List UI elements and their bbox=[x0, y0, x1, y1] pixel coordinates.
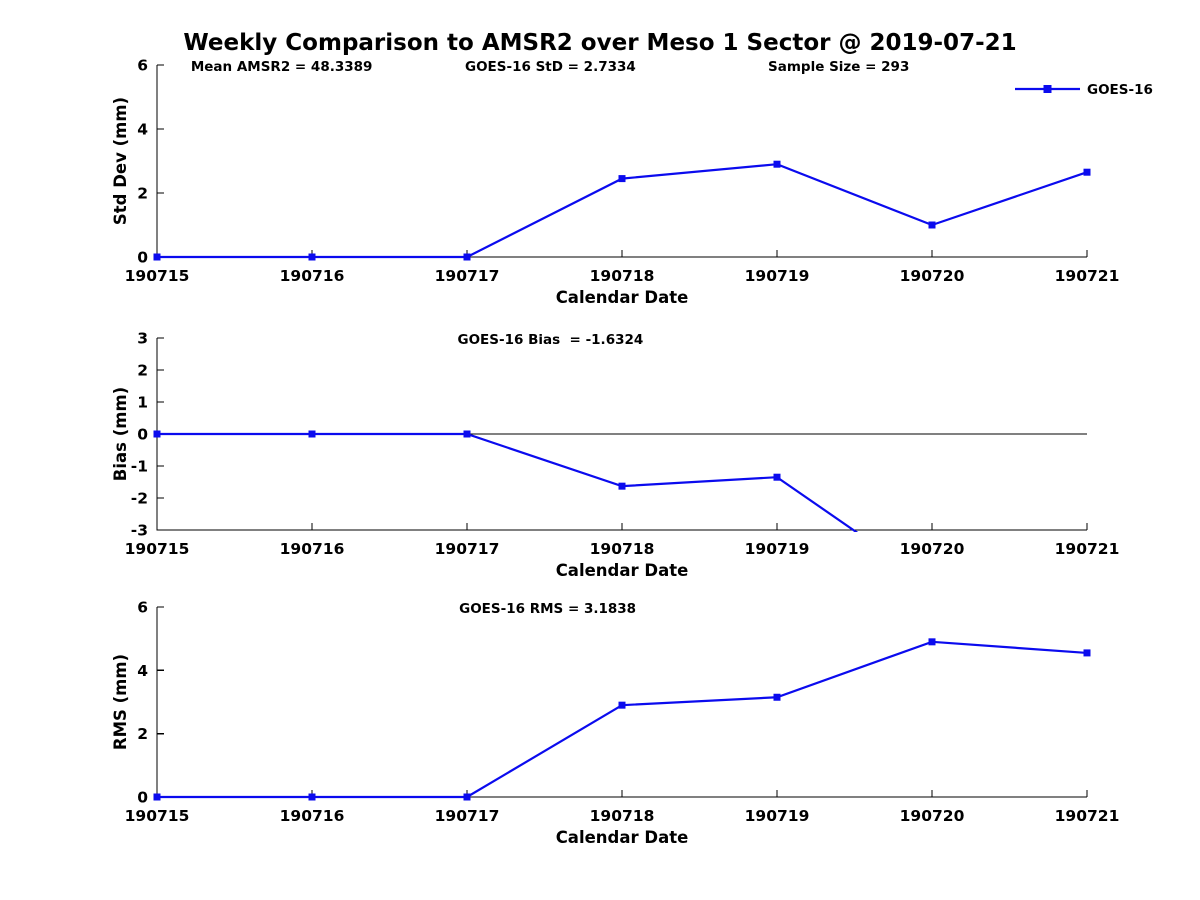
std-dev-annotation: Sample Size = 293 bbox=[768, 59, 909, 75]
std-dev-annotation: Mean AMSR2 = 48.3389 bbox=[191, 59, 373, 75]
bias-y-tick-label: 0 bbox=[137, 426, 148, 444]
rms-data-marker bbox=[308, 793, 316, 801]
bias-y-tick-label: 2 bbox=[137, 362, 148, 380]
rms-data-marker bbox=[1083, 649, 1091, 657]
std-dev-x-tick-label: 190720 bbox=[900, 267, 965, 285]
rms-data-marker bbox=[773, 693, 781, 701]
bias-x-axis-label: Calendar Date bbox=[556, 561, 689, 580]
bias-annotation: GOES-16 Bias = -1.6324 bbox=[458, 332, 644, 348]
std-dev-data-marker bbox=[308, 253, 316, 261]
rms-x-tick-label: 190718 bbox=[590, 807, 655, 825]
rms-y-tick-label: 2 bbox=[137, 725, 148, 743]
bias-y-axis-label: Bias (mm) bbox=[111, 387, 130, 481]
subplot-rms: 0 2 4 6 190715 190716 190717 190718 190719 190720… bbox=[111, 599, 1119, 848]
std-dev-y-tick-label: 2 bbox=[137, 185, 148, 203]
bias-x-tick-label: 190721 bbox=[1055, 540, 1120, 558]
subplot-std-dev: 0 2 4 6 190715 190716 190717 190718 190719 190720… bbox=[111, 57, 1153, 308]
std-dev-y-tick-label: 6 bbox=[137, 57, 148, 75]
bias-y-tick-label: 1 bbox=[137, 394, 148, 412]
rms-x-axis-label: Calendar Date bbox=[556, 828, 689, 847]
std-dev-y-tick-label: 4 bbox=[137, 121, 148, 139]
bias-x-tick-label: 190719 bbox=[745, 540, 810, 558]
rms-data-marker bbox=[618, 701, 626, 709]
rms-data-line-group bbox=[157, 640, 1088, 799]
std-dev-x-tick-label: 190717 bbox=[435, 267, 500, 285]
rms-data-marker bbox=[153, 793, 161, 801]
std-dev-axis bbox=[156, 65, 1087, 258]
bias-y-tick-label: -1 bbox=[131, 458, 148, 476]
rms-data-marker bbox=[463, 793, 471, 801]
bias-data-marker bbox=[773, 473, 781, 481]
std-dev-data-marker bbox=[928, 221, 936, 229]
rms-y-axis-label: RMS (mm) bbox=[111, 654, 130, 750]
rms-data-line bbox=[157, 640, 1088, 799]
bias-y-tick-label: -3 bbox=[131, 522, 148, 540]
std-dev-data-marker bbox=[773, 160, 781, 168]
rms-y-tick-label: 6 bbox=[137, 599, 148, 617]
bias-data-marker bbox=[463, 430, 471, 438]
bias-x-tick-label: 190715 bbox=[125, 540, 190, 558]
rms-data-marker bbox=[928, 638, 936, 646]
rms-y-tick-label: 0 bbox=[137, 789, 148, 807]
rms-x-tick-label: 190720 bbox=[900, 807, 965, 825]
std-dev-data-marker bbox=[618, 175, 626, 183]
bias-x-tick-label: 190717 bbox=[435, 540, 500, 558]
rms-y-tick-label: 4 bbox=[137, 662, 148, 680]
bias-x-tick-label: 190720 bbox=[900, 540, 965, 558]
std-dev-annotation: GOES-16 StD = 2.7334 bbox=[465, 59, 636, 75]
std-dev-data-marker bbox=[463, 253, 471, 261]
bias-x-tick-label: 190718 bbox=[590, 540, 655, 558]
std-dev-x-tick-label: 190716 bbox=[280, 267, 345, 285]
rms-x-tick-label: 190715 bbox=[125, 807, 190, 825]
std-dev-x-axis-label: Calendar Date bbox=[556, 288, 689, 307]
std-dev-y-tick-label: 0 bbox=[137, 249, 148, 267]
std-dev-data-marker bbox=[1083, 168, 1091, 176]
std-dev-x-tick-label: 190718 bbox=[590, 267, 655, 285]
std-dev-x-tick-label: 190715 bbox=[125, 267, 190, 285]
legend-label: GOES-16 bbox=[1087, 82, 1153, 98]
std-dev-y-axis-label: Std Dev (mm) bbox=[111, 97, 130, 225]
std-dev-data-marker bbox=[153, 253, 161, 261]
rms-x-tick-label: 190716 bbox=[280, 807, 345, 825]
bias-y-tick-label: -2 bbox=[131, 490, 148, 508]
rms-x-tick-label: 190717 bbox=[435, 807, 500, 825]
bias-x-tick-label: 190716 bbox=[280, 540, 345, 558]
figure-title: Weekly Comparison to AMSR2 over Meso 1 S… bbox=[183, 30, 1017, 56]
std-dev-x-tick-label: 190721 bbox=[1055, 267, 1120, 285]
bias-y-tick-label: 3 bbox=[137, 330, 148, 348]
subplot-bias: -3 -2 -1 0 1 2 3 190715 190716 190717 190718 190719… bbox=[111, 330, 1120, 581]
std-dev-x-tick-label: 190719 bbox=[745, 267, 810, 285]
bias-data-marker bbox=[308, 430, 316, 438]
rms-annotation: GOES-16 RMS = 3.1838 bbox=[459, 601, 636, 617]
legend-marker-icon bbox=[1043, 85, 1052, 93]
rms-x-tick-label: 190721 bbox=[1055, 807, 1120, 825]
bias-data-marker bbox=[153, 430, 161, 438]
bias-data-marker bbox=[618, 482, 626, 490]
rms-x-tick-label: 190719 bbox=[745, 807, 810, 825]
legend: GOES-16 bbox=[1015, 82, 1153, 98]
